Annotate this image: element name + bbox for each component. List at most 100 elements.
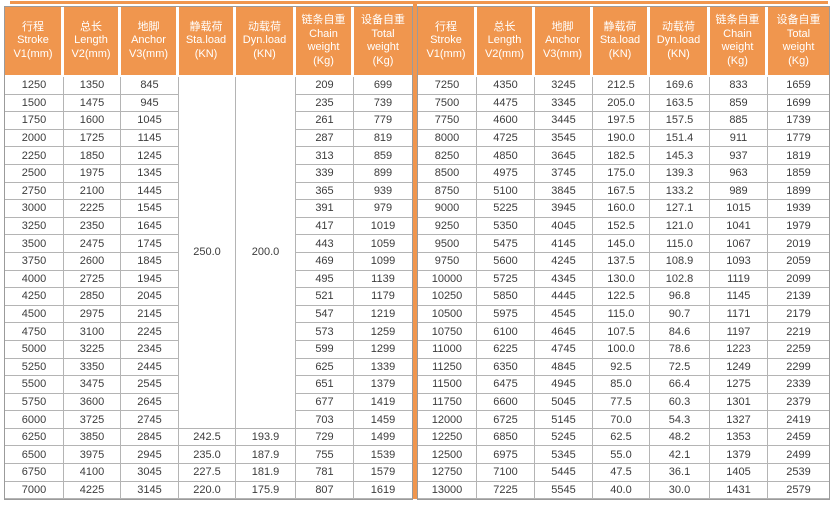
header-line: Length bbox=[74, 34, 108, 47]
cell-dyn-load: 96.8 bbox=[650, 288, 710, 306]
cell-length: 1975 bbox=[64, 164, 121, 183]
cell-total-weight: 1299 bbox=[354, 340, 412, 359]
header-cell-chain-weight: 链条自重 Chain weight (Kg) bbox=[710, 7, 768, 77]
cell-length: 6600 bbox=[477, 393, 535, 412]
header-line: Dyn.load bbox=[242, 34, 287, 47]
cell-dyn-load: 84.6 bbox=[650, 323, 710, 341]
cell-total-weight: 1219 bbox=[354, 305, 412, 324]
cell-stroke: 3750 bbox=[5, 252, 64, 271]
cell-chain-weight: 469 bbox=[296, 252, 354, 271]
cell-dyn-load: 108.9 bbox=[650, 252, 710, 271]
header-line: 总长 bbox=[493, 20, 516, 33]
cell-chain-weight: 1093 bbox=[710, 252, 768, 271]
cell-chain-weight: 1223 bbox=[710, 340, 768, 359]
cell-anchor: 3745 bbox=[535, 164, 593, 183]
cell-chain-weight: 703 bbox=[296, 411, 354, 429]
cell-total-weight: 2259 bbox=[768, 340, 829, 359]
cell-anchor: 1645 bbox=[121, 217, 179, 236]
cell-sta-load: 62.5 bbox=[593, 428, 650, 447]
cell-total-weight: 2219 bbox=[768, 323, 829, 341]
cell-chain-weight: 1197 bbox=[710, 323, 768, 341]
header-line: weight bbox=[721, 41, 754, 53]
cell-length: 4475 bbox=[477, 94, 535, 113]
cell-anchor: 4045 bbox=[535, 217, 593, 236]
cell-total-weight: 1059 bbox=[354, 235, 412, 253]
cell-stroke: 11750 bbox=[418, 393, 477, 412]
cell-total-weight: 2539 bbox=[768, 464, 829, 482]
header-line: (Kg) bbox=[727, 54, 748, 67]
cell-stroke: 5500 bbox=[5, 376, 64, 394]
cell-length: 6100 bbox=[477, 323, 535, 341]
header-cell-total-weight: 设备自重 Total weight (Kg) bbox=[354, 7, 412, 77]
cell-stroke: 12750 bbox=[418, 464, 477, 482]
cell-chain-weight: 1119 bbox=[710, 270, 768, 289]
cell-chain-weight: 1405 bbox=[710, 464, 768, 482]
cell-chain-weight: 547 bbox=[296, 305, 354, 324]
header-line: V1(mm) bbox=[13, 47, 53, 60]
cell-dyn-load: 60.3 bbox=[650, 393, 710, 412]
header-line: Total bbox=[786, 27, 811, 40]
cell-sta-load: 70.0 bbox=[593, 411, 650, 429]
cell-dyn-load: 66.4 bbox=[650, 376, 710, 394]
cell-stroke: 7500 bbox=[418, 94, 477, 113]
cell-total-weight: 2499 bbox=[768, 446, 829, 465]
cell-chain-weight: 651 bbox=[296, 376, 354, 394]
cell-length: 2600 bbox=[64, 252, 121, 271]
cell-total-weight: 1259 bbox=[354, 323, 412, 341]
header-line: 地脚 bbox=[137, 20, 160, 33]
header-line: V2(mm) bbox=[71, 47, 111, 60]
cell-total-weight: 2059 bbox=[768, 252, 829, 271]
cell-chain-weight: 209 bbox=[296, 77, 354, 95]
cell-chain-weight: 313 bbox=[296, 147, 354, 165]
cell-stroke: 9500 bbox=[418, 235, 477, 253]
cell-total-weight: 1459 bbox=[354, 411, 412, 429]
cell-stroke: 1500 bbox=[5, 94, 64, 113]
header-line: 链条自重 bbox=[301, 14, 346, 26]
cell-stroke: 8750 bbox=[418, 182, 477, 201]
cell-total-weight: 1979 bbox=[768, 217, 829, 236]
cell-sta-load: 77.5 bbox=[593, 393, 650, 412]
cell-dyn-load: 48.2 bbox=[650, 428, 710, 447]
header-line: (KN) bbox=[253, 47, 276, 60]
header-line: V3(mm) bbox=[542, 47, 583, 60]
cell-anchor: 3345 bbox=[535, 94, 593, 113]
cell-length: 6975 bbox=[477, 446, 535, 465]
cell-anchor: 1145 bbox=[121, 129, 179, 148]
cell-anchor: 3845 bbox=[535, 182, 593, 201]
cell-stroke: 10500 bbox=[418, 305, 477, 324]
cell-anchor: 2045 bbox=[121, 288, 179, 306]
cell-sta-load: 242.5 bbox=[179, 428, 236, 447]
cell-length: 4850 bbox=[477, 147, 535, 165]
cell-total-weight: 1499 bbox=[354, 428, 412, 447]
cell-anchor: 3145 bbox=[121, 481, 179, 500]
cell-stroke: 4000 bbox=[5, 270, 64, 289]
cell-sta-load: 152.5 bbox=[593, 217, 650, 236]
cell-chain-weight: 833 bbox=[710, 77, 768, 95]
cell-anchor: 3545 bbox=[535, 129, 593, 148]
cell-dyn-load: 145.3 bbox=[650, 147, 710, 165]
cell-chain-weight: 755 bbox=[296, 446, 354, 465]
cell-length: 5100 bbox=[477, 182, 535, 201]
cell-sta-load: 107.5 bbox=[593, 323, 650, 341]
header-cell-total-weight: 设备自重 Total weight (Kg) bbox=[768, 7, 829, 77]
header-line: Anchor bbox=[131, 34, 166, 47]
cell-length: 3475 bbox=[64, 376, 121, 394]
spec-table-left: 行程 Stroke V1(mm) 总长 Length V2(mm) 地脚 Anchor V3(m… bbox=[4, 6, 413, 501]
cell-sta-load: 227.5 bbox=[179, 464, 236, 482]
cell-total-weight: 2459 bbox=[768, 428, 829, 447]
cell-sta-load: 220.0 bbox=[179, 481, 236, 500]
cell-total-weight: 939 bbox=[354, 182, 412, 201]
cell-length: 2350 bbox=[64, 217, 121, 236]
header-line: Stroke bbox=[430, 34, 462, 47]
cell-total-weight: 1539 bbox=[354, 446, 412, 465]
cell-dyn-load: 163.5 bbox=[650, 94, 710, 113]
header-line: Sta.load bbox=[185, 34, 227, 47]
cell-stroke: 3000 bbox=[5, 200, 64, 218]
cell-total-weight: 979 bbox=[354, 200, 412, 218]
cell-length: 3850 bbox=[64, 428, 121, 447]
cell-anchor: 3245 bbox=[535, 77, 593, 95]
cell-stroke: 9000 bbox=[418, 200, 477, 218]
cell-anchor: 2645 bbox=[121, 393, 179, 412]
cell-stroke: 4250 bbox=[5, 288, 64, 306]
cell-length: 2850 bbox=[64, 288, 121, 306]
